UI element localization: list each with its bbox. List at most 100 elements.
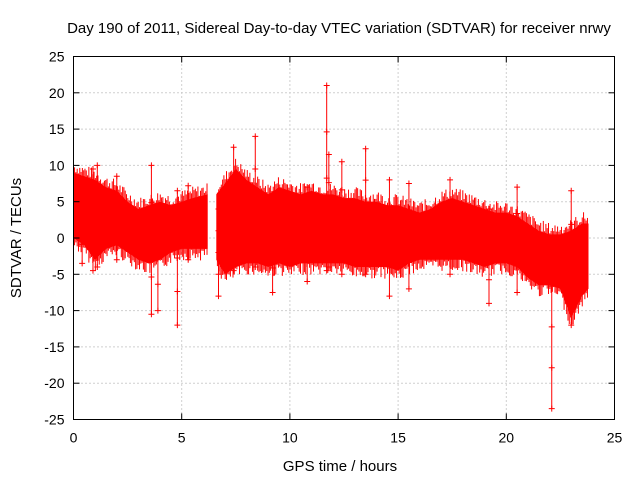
data-point	[94, 187, 101, 194]
data-point	[485, 229, 492, 236]
data-point	[185, 201, 192, 208]
data-point	[174, 288, 181, 295]
data-point	[113, 173, 120, 180]
data-point	[325, 235, 332, 242]
data-series	[73, 82, 589, 412]
data-point	[113, 256, 120, 263]
x-tick-label: 15	[390, 430, 406, 446]
data-point	[269, 240, 276, 247]
data-point	[304, 278, 311, 285]
data-point	[269, 289, 276, 296]
data-point	[174, 322, 181, 329]
x-tick-label: 5	[178, 430, 186, 446]
data-point	[89, 216, 96, 223]
data-point	[362, 271, 369, 278]
data-point	[362, 208, 369, 215]
data-point	[338, 158, 345, 165]
data-point	[154, 202, 161, 209]
data-point	[485, 300, 492, 307]
data-point	[252, 231, 259, 238]
data-point	[94, 162, 101, 169]
data-point	[362, 145, 369, 152]
data-point	[405, 180, 412, 187]
data-point	[79, 222, 86, 229]
data-point	[113, 235, 120, 242]
data-point	[338, 186, 345, 193]
data-point	[154, 307, 161, 314]
data-point	[362, 177, 369, 184]
data-point	[485, 276, 492, 283]
data-point	[113, 194, 120, 201]
data-point	[405, 233, 412, 240]
data-point	[514, 184, 521, 191]
data-point	[230, 236, 237, 243]
x-tick-label: 25	[607, 430, 623, 446]
y-tick-label: 0	[57, 230, 65, 246]
x-tick-label: 10	[282, 430, 298, 446]
data-point	[514, 289, 521, 296]
data-point	[185, 256, 192, 263]
data-point	[252, 133, 259, 140]
data-point	[447, 247, 454, 254]
data-point	[323, 267, 330, 274]
data-point	[338, 271, 345, 278]
data-point	[154, 281, 161, 288]
data-point	[548, 364, 555, 371]
data-point	[514, 263, 521, 270]
data-point	[230, 205, 237, 212]
data-point	[269, 215, 276, 222]
data-point	[304, 184, 311, 191]
data-point	[405, 285, 412, 292]
data-point	[548, 323, 555, 330]
data-point	[548, 405, 555, 412]
data-point	[79, 184, 86, 191]
data-point	[338, 243, 345, 250]
data-point	[386, 293, 393, 300]
data-point	[485, 253, 492, 260]
data-point	[304, 231, 311, 238]
data-point	[447, 176, 454, 183]
data-point	[174, 254, 181, 261]
data-point	[185, 238, 192, 245]
data-point	[94, 264, 101, 271]
data-point	[568, 288, 575, 295]
data-point	[215, 249, 222, 256]
data-point	[405, 259, 412, 266]
data-point	[89, 267, 96, 274]
grid	[73, 56, 615, 420]
data-point	[447, 224, 454, 231]
data-point	[215, 205, 222, 212]
data-point	[514, 210, 521, 217]
data-point	[323, 82, 330, 89]
data-point	[386, 235, 393, 241]
data-point	[447, 200, 454, 207]
data-point	[269, 264, 276, 271]
y-tick-label: -10	[44, 303, 64, 319]
data-point	[148, 274, 155, 281]
y-axis-label: SDTVAR / TECUs	[8, 178, 25, 298]
data-point	[252, 166, 259, 173]
y-tick-label: -15	[44, 339, 64, 355]
data-point	[185, 182, 192, 189]
data-point	[548, 283, 555, 290]
data-point	[148, 311, 155, 318]
data-point	[386, 264, 393, 271]
data-point	[89, 242, 96, 249]
y-tick-label: -25	[44, 412, 64, 428]
x-axis-label: GPS time / hours	[283, 458, 397, 475]
data-point	[154, 228, 161, 235]
data-point	[325, 264, 332, 271]
data-point	[568, 187, 575, 194]
data-point	[325, 179, 332, 186]
data-point	[89, 191, 96, 198]
data-point	[230, 144, 237, 151]
data-point	[362, 239, 369, 246]
data-point	[405, 206, 412, 213]
plot-frame	[73, 56, 615, 420]
data-point	[174, 187, 181, 194]
axes: 0 5 10 15 20 25 -25 -20 -15 -10 -5 0 5 10 15 20 25	[44, 49, 622, 446]
data-point	[568, 221, 575, 228]
data-point	[304, 207, 311, 214]
y-tick-label: 10	[49, 157, 65, 173]
